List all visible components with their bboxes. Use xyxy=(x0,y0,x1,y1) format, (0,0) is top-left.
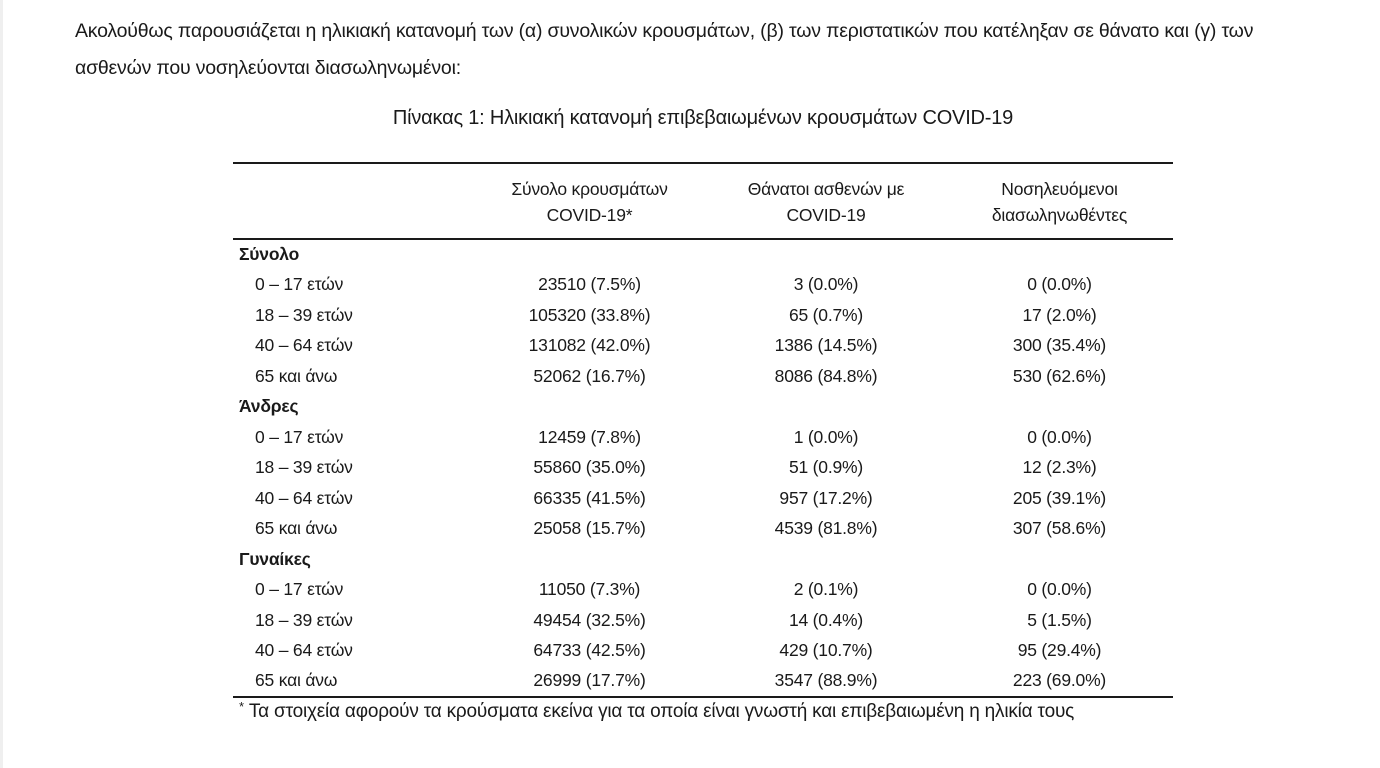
cases-value: 25058 (15.7%) xyxy=(533,518,646,539)
group-label: Σύνολο xyxy=(239,244,300,265)
table-row: 40 – 64 ετών 64733 (42.5%) 429 (10.7%) 9… xyxy=(233,636,1173,667)
cases-value: 131082 (42.0%) xyxy=(528,335,651,356)
intubated-value: 0 (0.0%) xyxy=(1027,274,1092,295)
intubated-value: 0 (0.0%) xyxy=(1027,426,1092,447)
footnote-asterisk: * xyxy=(239,699,244,714)
cases-value: 105320 (33.8%) xyxy=(528,304,651,325)
intubated-value: 5 (1.5%) xyxy=(1027,609,1092,630)
intro-paragraph: Ακολούθως παρουσιάζεται η ηλικιακή καταν… xyxy=(75,20,1254,79)
deaths-value: 2 (0.1%) xyxy=(793,579,859,600)
intubated-value: 12 (2.3%) xyxy=(1022,457,1097,478)
cases-value: 66335 (41.5%) xyxy=(533,487,646,508)
table-row: 65 και άνω 26999 (17.7%) 3547 (88.9%) 22… xyxy=(233,666,1173,697)
intubated-value: 0 (0.0%) xyxy=(1027,579,1092,600)
header-deaths: Θάνατοι ασθενών με COVID-19 xyxy=(747,179,905,225)
table-row: 0 – 17 ετών 11050 (7.3%) 2 (0.1%) 0 (0.0… xyxy=(233,575,1173,606)
intubated-value: 205 (39.1%) xyxy=(1012,487,1107,508)
deaths-value: 14 (0.4%) xyxy=(788,609,864,630)
intubated-value: 17 (2.0%) xyxy=(1022,304,1097,325)
age-label: 65 και άνω xyxy=(255,670,338,691)
intubated-value: 223 (69.0%) xyxy=(1012,670,1107,691)
group-label: Γυναίκες xyxy=(239,548,311,569)
age-label: 40 – 64 ετών xyxy=(255,487,353,508)
deaths-value: 957 (17.2%) xyxy=(779,487,873,508)
age-label: 40 – 64 ετών xyxy=(255,640,353,661)
table-row: 65 και άνω 25058 (15.7%) 4539 (81.8%) 30… xyxy=(233,514,1173,545)
table-row: 0 – 17 ετών 23510 (7.5%) 3 (0.0%) 0 (0.0… xyxy=(233,270,1173,301)
deaths-value: 51 (0.9%) xyxy=(788,457,864,478)
intubated-value: 95 (29.4%) xyxy=(1017,640,1102,661)
table-title: Πίνακας 1: Ηλικιακή κατανομή επιβεβαιωμέ… xyxy=(392,107,1014,129)
page-edge-divider xyxy=(0,0,3,768)
group-row-total: Σύνολο xyxy=(233,239,1173,270)
cases-value: 64733 (42.5%) xyxy=(533,640,646,661)
group-label: Άνδρες xyxy=(239,396,299,417)
deaths-value: 4539 (81.8%) xyxy=(774,518,878,539)
cases-value: 55860 (35.0%) xyxy=(533,457,646,478)
age-label: 18 – 39 ετών xyxy=(255,609,353,630)
table-footnote: * Τα στοιχεία αφορούν τα κρούσματα εκείνα… xyxy=(239,699,1239,723)
deaths-value: 3 (0.0%) xyxy=(793,274,859,295)
header-empty-cell xyxy=(233,163,473,239)
age-label: 40 – 64 ετών xyxy=(255,335,353,356)
table-row: 40 – 64 ετών 66335 (41.5%) 957 (17.2%) 2… xyxy=(233,483,1173,514)
cases-value: 26999 (17.7%) xyxy=(533,670,646,691)
table-header-row: Σύνολο κρουσμάτων COVID-19* Θάνατοι ασθε… xyxy=(233,163,1173,239)
table-row: 18 – 39 ετών 105320 (33.8%) 65 (0.7%) 17… xyxy=(233,300,1173,331)
age-label: 65 και άνω xyxy=(255,518,338,539)
header-total-cases: Σύνολο κρουσμάτων COVID-19* xyxy=(511,179,668,225)
cases-value: 49454 (32.5%) xyxy=(533,609,646,630)
group-row-women: Γυναίκες xyxy=(233,544,1173,575)
deaths-value: 65 (0.7%) xyxy=(788,304,864,325)
age-label: 0 – 17 ετών xyxy=(255,426,344,447)
cases-value: 11050 (7.3%) xyxy=(538,579,641,600)
age-label: 18 – 39 ετών xyxy=(255,457,353,478)
table-row: 0 – 17 ετών 12459 (7.8%) 1 (0.0%) 0 (0.0… xyxy=(233,422,1173,453)
header-intubated: Νοσηλευόμενοι διασωληνωθέντες xyxy=(991,179,1128,225)
age-label: 0 – 17 ετών xyxy=(255,579,344,600)
deaths-value: 8086 (84.8%) xyxy=(774,365,878,386)
deaths-value: 429 (10.7%) xyxy=(779,640,873,661)
age-label: 0 – 17 ετών xyxy=(255,274,344,295)
cases-value: 23510 (7.5%) xyxy=(538,274,641,295)
intubated-value: 530 (62.6%) xyxy=(1012,365,1107,386)
age-label: 65 και άνω xyxy=(255,365,338,386)
table-row: 18 – 39 ετών 49454 (32.5%) 14 (0.4%) 5 (… xyxy=(233,605,1173,636)
age-label: 18 – 39 ετών xyxy=(255,304,353,325)
deaths-value: 1386 (14.5%) xyxy=(774,335,878,356)
intubated-value: 300 (35.4%) xyxy=(1012,335,1107,356)
intubated-value: 307 (58.6%) xyxy=(1012,518,1107,539)
group-row-men: Άνδρες xyxy=(233,392,1173,423)
deaths-value: 1 (0.0%) xyxy=(793,426,859,447)
table-row: 40 – 64 ετών 131082 (42.0%) 1386 (14.5%)… xyxy=(233,331,1173,362)
table-row: 65 και άνω 52062 (16.7%) 8086 (84.8%) 53… xyxy=(233,361,1173,392)
table-row: 18 – 39 ετών 55860 (35.0%) 51 (0.9%) 12 … xyxy=(233,453,1173,484)
cases-value: 12459 (7.8%) xyxy=(538,426,641,447)
deaths-value: 3547 (88.9%) xyxy=(774,670,878,691)
cases-value: 52062 (16.7%) xyxy=(533,365,646,386)
covid-age-distribution-table: Σύνολο κρουσμάτων COVID-19* Θάνατοι ασθε… xyxy=(233,162,1173,698)
footnote-text: Τα στοιχεία αφορούν τα κρούσματα εκείνα … xyxy=(248,701,1075,722)
